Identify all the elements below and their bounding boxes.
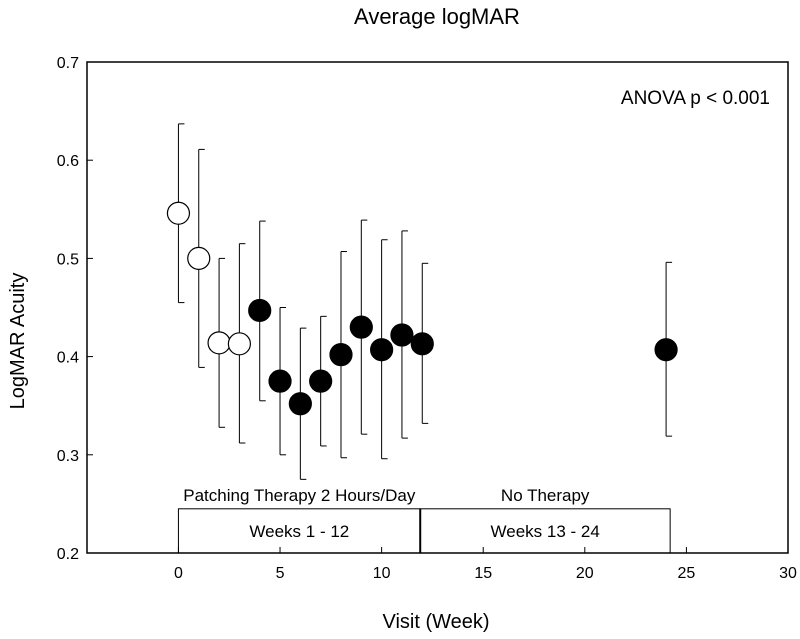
y-tick-label: 0.2	[57, 546, 79, 563]
data-point-filled	[329, 343, 353, 367]
y-tick-label: 0.4	[57, 350, 79, 367]
data-point-filled	[288, 392, 312, 416]
period-label: No Therapy	[501, 486, 590, 505]
data-point-filled	[309, 369, 333, 393]
data-point-filled	[390, 323, 414, 347]
x-axis: 0 5 10 15 20 25 30	[174, 547, 797, 582]
x-tick-label: 15	[474, 565, 492, 582]
data-point-open	[187, 246, 211, 270]
period-label: Patching Therapy 2 Hours/Day	[183, 486, 416, 505]
data-point-filled	[370, 338, 394, 362]
data-point-open	[166, 201, 191, 225]
x-tick-label: 10	[373, 565, 391, 582]
y-axis: 0.2 0.3 0.4 0.5 0.6 0.7	[57, 55, 93, 563]
x-tick-label: 25	[678, 565, 696, 582]
plot-area-frame	[86, 61, 789, 554]
anova-annotation: ANOVA p < 0.001	[621, 88, 770, 109]
data-point-filled	[248, 298, 272, 323]
x-axis-label: Visit (Week)	[382, 611, 489, 633]
data-point-open	[227, 332, 251, 356]
chart-title: Average logMAR	[354, 4, 520, 29]
data-point-filled	[410, 332, 434, 356]
data-point-filled	[268, 369, 292, 393]
data-point-filled	[349, 315, 373, 339]
x-tick-label: 30	[779, 565, 797, 582]
data-points	[166, 201, 678, 416]
x-tick-label: 0	[174, 565, 183, 582]
data-point-open	[207, 331, 231, 355]
y-tick-label: 0.6	[57, 153, 79, 170]
y-tick-label: 0.7	[57, 55, 79, 72]
x-tick-label: 5	[276, 565, 285, 582]
y-axis-label: LogMAR Acuity	[7, 273, 29, 410]
x-tick-label: 20	[576, 565, 594, 582]
period-box-label: Weeks 13 - 24	[491, 522, 600, 541]
y-tick-label: 0.5	[57, 251, 79, 268]
therapy-periods: Weeks 1 - 12 Patching Therapy 2 Hours/Day…	[177, 486, 671, 554]
period-box-label: Weeks 1 - 12	[249, 522, 349, 541]
y-tick-label: 0.3	[57, 448, 79, 465]
data-point-filled	[654, 338, 678, 362]
